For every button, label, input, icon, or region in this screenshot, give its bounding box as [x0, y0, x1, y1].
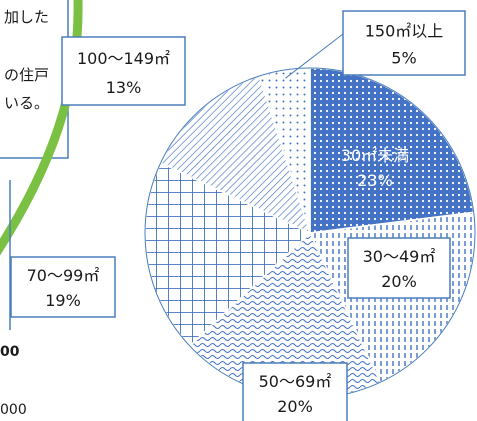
slice-pct-50-69: 20% [277, 397, 313, 416]
slice-pct-100-149: 13% [106, 78, 142, 97]
label-box-100-149 [61, 36, 186, 106]
slice-label-100-149: 100～149㎡ [77, 49, 170, 68]
note-line-1: 加した [4, 8, 49, 26]
slice-pct-150-plus: 5% [391, 48, 416, 67]
left-bold-value: 00 [0, 344, 20, 360]
green-arc [0, 0, 83, 256]
slice-pct-70-99: 19% [45, 291, 81, 310]
slice-label-under-30: 30㎡未満 [341, 146, 409, 165]
note-line-3: いる。 [4, 94, 49, 112]
leader-line [285, 33, 344, 79]
label-box-50-69 [242, 362, 348, 421]
note-line-2: の住戸 [4, 66, 49, 84]
label-box-150-plus [342, 10, 466, 76]
slice-pct-under-30: 23% [357, 171, 393, 190]
left-axis-value: 000 [0, 402, 27, 418]
slice-label-50-69: 50～69㎡ [259, 372, 332, 391]
slice-label-70-99: 70～99㎡ [27, 266, 100, 285]
slice-label-30-49: 30～49㎡ [363, 247, 436, 266]
slice-pct-30-49: 20% [381, 272, 417, 291]
slice-label-150-plus: 150㎡以上 [365, 22, 444, 41]
label-box-30-49 [347, 237, 451, 299]
pie-slices [144, 67, 476, 399]
pie-labels: 30㎡未満 23% 30～49㎡ 20% 50～69㎡ 20% 70～99㎡ 19% 100～1… [10, 10, 466, 421]
label-box-70-99 [10, 256, 116, 318]
